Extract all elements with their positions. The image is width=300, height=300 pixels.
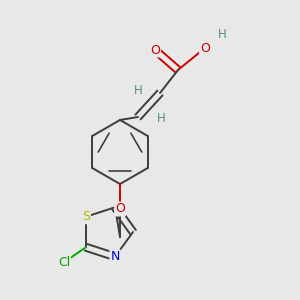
Text: H: H — [134, 83, 142, 97]
Text: H: H — [218, 28, 226, 41]
Text: O: O — [150, 44, 160, 56]
Text: S: S — [82, 210, 90, 223]
Text: Cl: Cl — [58, 256, 70, 269]
Text: O: O — [200, 41, 210, 55]
Text: H: H — [157, 112, 165, 125]
Text: O: O — [115, 202, 125, 215]
Text: N: N — [110, 250, 120, 263]
